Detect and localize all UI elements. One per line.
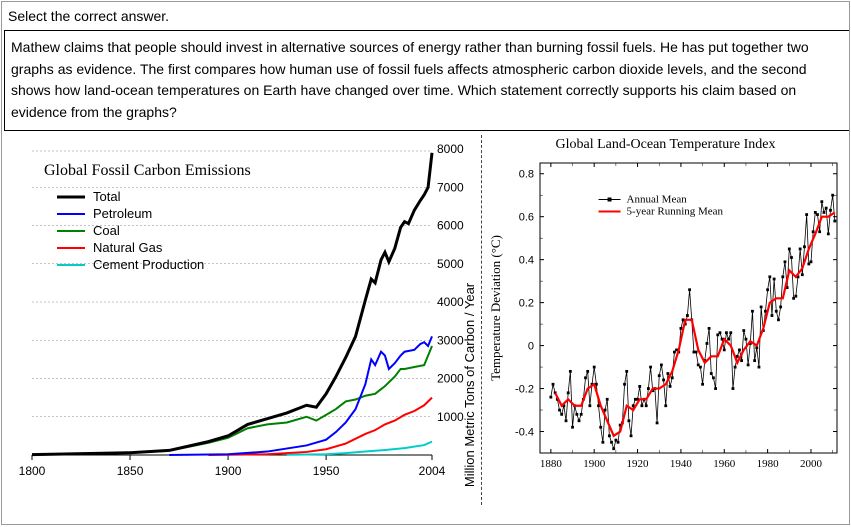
svg-text:2000: 2000	[437, 371, 464, 385]
chart-right-title: Global Land-Ocean Temperature Index	[482, 135, 849, 153]
svg-text:1850: 1850	[117, 464, 144, 478]
svg-text:0.4: 0.4	[519, 254, 534, 266]
charts-row: 1000 2000 3000 4000 5000 6000 7000 8000 1800 1850…	[2, 135, 849, 505]
svg-text:1900: 1900	[583, 458, 606, 470]
svg-text:1880: 1880	[540, 458, 563, 470]
chart-right-plot: -0.4 -0.2 0 0.2 0.4 0.6 0.8 1880 1900 1920 1940 196…	[482, 153, 849, 493]
svg-text:7000: 7000	[437, 180, 464, 194]
svg-text:3000: 3000	[437, 333, 464, 347]
chart-left-plot: 1000 2000 3000 4000 5000 6000 7000 8000 1800 1850…	[2, 135, 481, 475]
svg-text:Natural Gas: Natural Gas	[93, 240, 163, 255]
svg-text:0.6: 0.6	[519, 211, 534, 223]
svg-text:8000: 8000	[437, 142, 464, 156]
svg-text:Cement Production: Cement Production	[93, 257, 204, 272]
svg-text:4000: 4000	[437, 295, 464, 309]
svg-text:5-year Running Mean: 5-year Running Mean	[627, 205, 724, 217]
svg-text:Global Fossil Carbon Emissions: Global Fossil Carbon Emissions	[44, 162, 251, 179]
svg-text:Annual Mean: Annual Mean	[627, 193, 688, 205]
svg-text:1000: 1000	[437, 410, 464, 424]
svg-text:-0.2: -0.2	[515, 383, 534, 395]
svg-text:2004: 2004	[419, 464, 446, 478]
chart-left-svg: 1000 2000 3000 4000 5000 6000 7000 8000 1800 1850…	[2, 135, 482, 495]
svg-text:Total: Total	[93, 189, 121, 204]
svg-text:1960: 1960	[713, 458, 736, 470]
svg-text:1800: 1800	[19, 464, 46, 478]
svg-text:2000: 2000	[800, 458, 823, 470]
chart-right-svg: -0.4 -0.2 0 0.2 0.4 0.6 0.8 1880 1900 1920 1940 196…	[482, 153, 851, 493]
svg-text:5000: 5000	[437, 257, 464, 271]
chart-right-cell: Global Land-Ocean Temperature Index -0.4…	[482, 135, 849, 505]
svg-text:1920: 1920	[627, 458, 650, 470]
instruction-text: Select the correct answer.	[2, 2, 849, 28]
svg-text:1950: 1950	[313, 464, 340, 478]
svg-text:Temperature Deviation (°C): Temperature Deviation (°C)	[488, 235, 503, 381]
svg-text:0.2: 0.2	[519, 297, 534, 309]
svg-text:0: 0	[528, 340, 534, 352]
svg-text:1900: 1900	[215, 464, 242, 478]
svg-text:1940: 1940	[670, 458, 693, 470]
svg-text:1980: 1980	[757, 458, 780, 470]
svg-text:-0.4: -0.4	[515, 426, 534, 438]
svg-text:Coal: Coal	[93, 223, 120, 238]
question-text: Mathew claims that people should invest …	[4, 30, 849, 131]
svg-text:6000: 6000	[437, 218, 464, 232]
question-page: Select the correct answer. Mathew claims…	[1, 1, 850, 525]
svg-text:Million Metric Tons of Carbon: Million Metric Tons of Carbon / Year	[462, 282, 477, 487]
chart-left-cell: 1000 2000 3000 4000 5000 6000 7000 8000 1800 1850…	[2, 135, 482, 505]
svg-text:0.8: 0.8	[519, 168, 534, 180]
svg-text:Petroleum: Petroleum	[93, 206, 152, 221]
